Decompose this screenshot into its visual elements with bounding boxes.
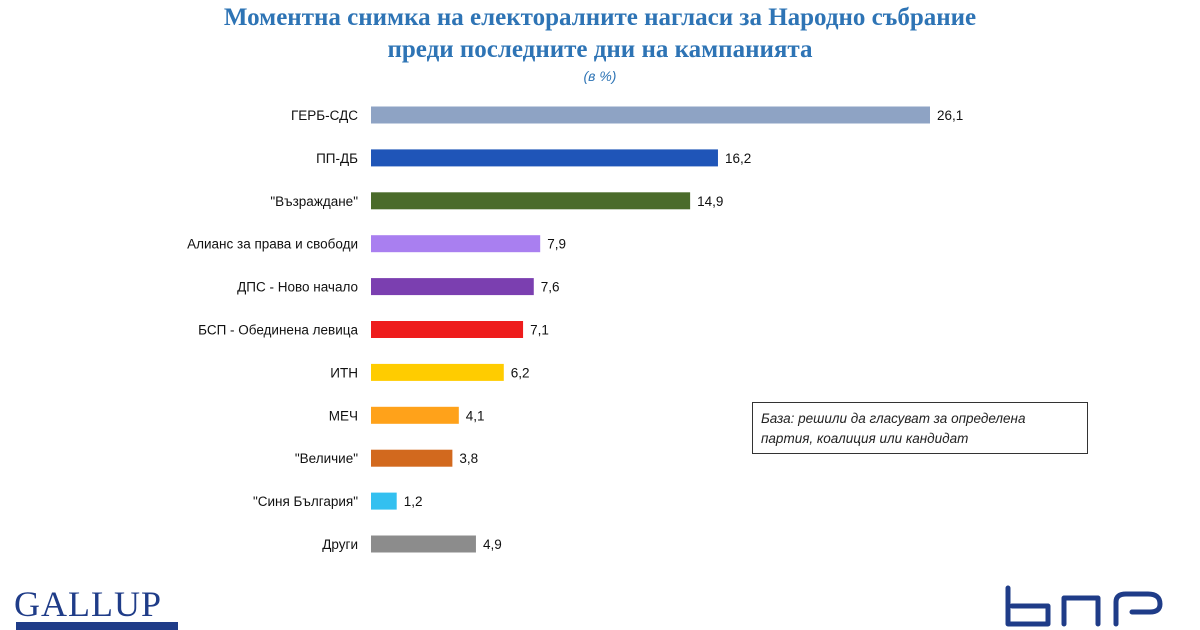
chart-subtitle: (в %) bbox=[583, 68, 617, 84]
gallup-logo-underline bbox=[16, 622, 178, 630]
category-label: МЕЧ bbox=[329, 408, 358, 423]
bnr-logo bbox=[1005, 585, 1163, 627]
bar bbox=[371, 321, 524, 338]
category-label: ИТН bbox=[330, 365, 358, 380]
bar bbox=[371, 492, 397, 510]
base-note-line2: партия, коалиция или кандидат bbox=[761, 431, 969, 446]
bar bbox=[371, 535, 476, 553]
bar bbox=[371, 406, 459, 424]
chart-title: Моментна снимка на електоралните нагласи… bbox=[0, 2, 1200, 66]
value-label: 7,6 bbox=[541, 280, 560, 295]
bar bbox=[371, 192, 691, 210]
base-note-line1: База: решили да гласуват за определена bbox=[761, 411, 1026, 426]
base-note: База: решили да гласуват за определена п… bbox=[752, 402, 1088, 454]
value-label: 7,1 bbox=[530, 323, 549, 338]
category-label: Други bbox=[322, 537, 358, 552]
category-label: "Възраждане" bbox=[270, 194, 358, 209]
category-label: ДПС - Ново начало bbox=[237, 280, 358, 295]
bar bbox=[371, 449, 453, 467]
category-label: "Величие" bbox=[295, 451, 358, 466]
bar bbox=[371, 278, 534, 296]
value-label: 4,9 bbox=[483, 537, 502, 552]
value-label: 7,9 bbox=[547, 237, 566, 252]
chart-title-line2: преди последните дни на кампанията bbox=[387, 36, 813, 63]
bar bbox=[371, 149, 718, 167]
value-label: 26,1 bbox=[937, 108, 963, 123]
value-label: 1,2 bbox=[404, 494, 423, 509]
bar bbox=[371, 106, 930, 124]
value-label: 3,8 bbox=[459, 451, 478, 466]
category-label: Алианс за права и свободи bbox=[187, 237, 358, 252]
value-label: 6,2 bbox=[511, 365, 530, 380]
value-label: 4,1 bbox=[466, 408, 485, 423]
category-label: БСП - Обединена левица bbox=[198, 323, 358, 338]
value-label: 16,2 bbox=[725, 151, 751, 166]
category-label: "Синя България" bbox=[253, 494, 358, 509]
bar bbox=[371, 235, 541, 253]
value-label: 14,9 bbox=[697, 194, 723, 209]
category-label: ГЕРБ-СДС bbox=[291, 108, 358, 123]
chart-title-line1: Моментна снимка на електоралните нагласи… bbox=[223, 4, 977, 31]
bar bbox=[371, 363, 504, 381]
category-label: ПП-ДБ bbox=[316, 151, 358, 166]
gallup-logo: GALLUP bbox=[14, 584, 162, 624]
